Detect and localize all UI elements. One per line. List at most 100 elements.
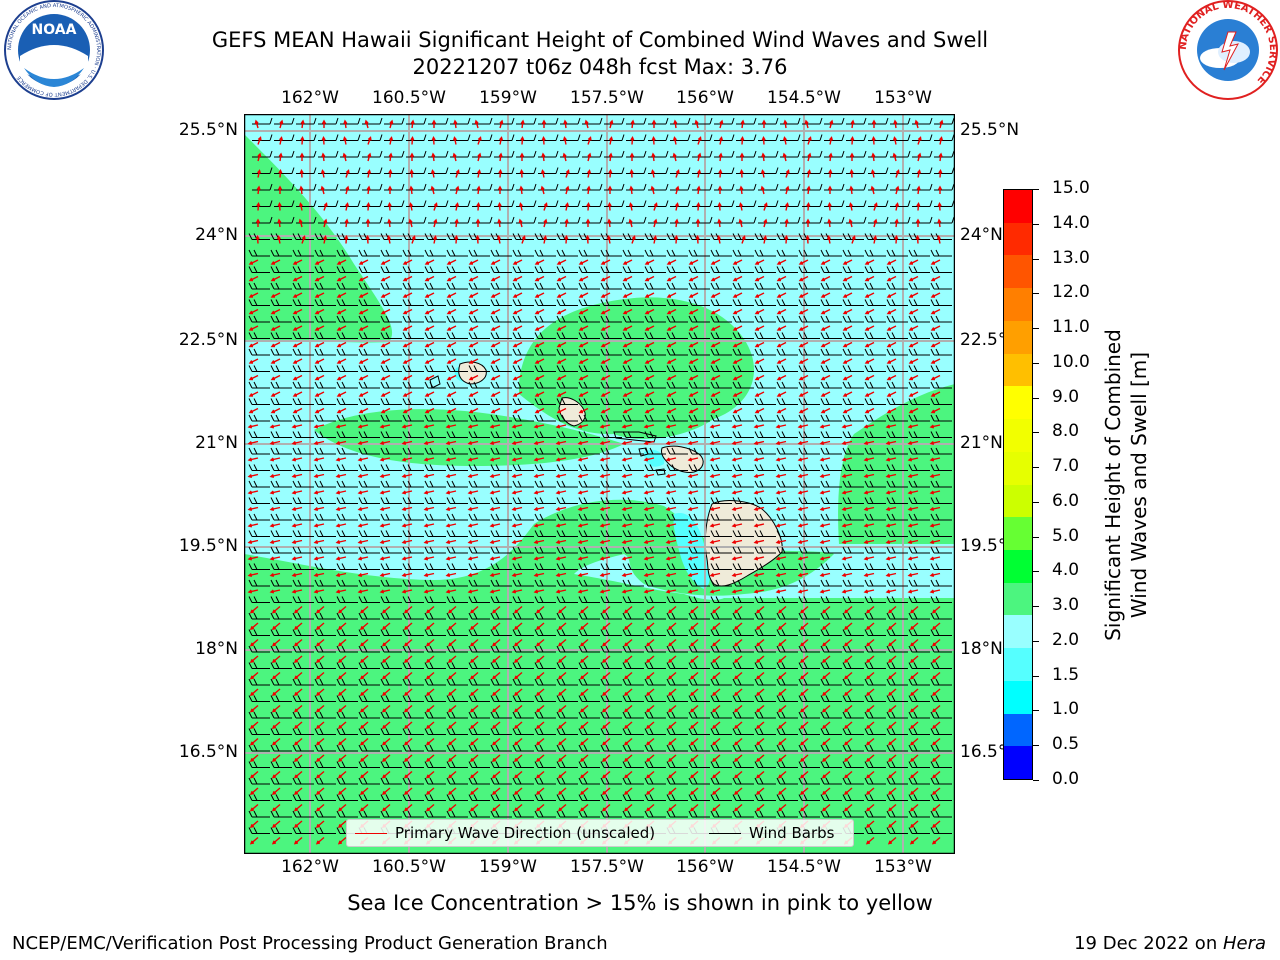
wind-barb xyxy=(490,662,512,669)
wave-direction-arrow xyxy=(601,605,611,614)
wave-direction-arrow xyxy=(292,275,303,282)
wind-barb xyxy=(516,150,537,158)
wind-barb xyxy=(512,678,534,686)
wind-barb xyxy=(340,167,361,174)
wave-direction-arrow xyxy=(753,473,765,479)
wave-direction-arrow xyxy=(540,169,545,178)
wind-barb xyxy=(428,183,449,191)
wave-direction-arrow xyxy=(717,202,722,211)
wind-barb xyxy=(560,183,581,191)
wave-direction-arrow xyxy=(254,119,259,129)
wave-direction-arrow xyxy=(687,556,699,561)
wind-barb xyxy=(384,216,405,224)
wave-direction-arrow xyxy=(819,457,831,462)
wave-direction-arrow xyxy=(293,671,303,680)
wave-direction-arrow xyxy=(380,341,391,348)
wind-barb xyxy=(578,497,600,504)
wave-direction-arrow xyxy=(887,622,897,630)
wind-barb xyxy=(380,249,402,257)
wave-direction-arrow xyxy=(799,688,809,696)
wave-direction-arrow xyxy=(511,523,523,528)
wave-direction-arrow xyxy=(335,490,347,495)
wave-direction-arrow xyxy=(425,737,435,746)
wind-barb xyxy=(314,579,336,587)
wind-barb xyxy=(930,513,952,521)
wave-direction-arrow xyxy=(565,169,570,178)
wind-barb xyxy=(886,810,908,818)
wave-direction-arrow xyxy=(777,754,787,762)
wave-direction-arrow xyxy=(257,169,262,178)
wave-direction-arrow xyxy=(938,152,943,162)
wave-direction-layer xyxy=(247,119,944,845)
wind-barb xyxy=(864,810,886,818)
wind-barb xyxy=(534,249,556,257)
wave-direction-arrow xyxy=(269,490,281,495)
wind-barb xyxy=(820,299,842,306)
wave-direction-arrow xyxy=(313,506,325,512)
wave-direction-arrow xyxy=(247,424,259,429)
wind-barb xyxy=(270,398,292,405)
wave-direction-arrow xyxy=(577,556,589,561)
wave-direction-arrow xyxy=(601,655,611,663)
wind-barb xyxy=(622,513,644,521)
wind-barb xyxy=(886,629,908,636)
wind-barb xyxy=(688,365,710,372)
wave-direction-arrow xyxy=(337,836,347,845)
wind-barb xyxy=(556,546,578,554)
wave-direction-arrow xyxy=(621,523,633,528)
wind-barb xyxy=(424,678,446,686)
wave-direction-arrow xyxy=(380,308,391,315)
wave-direction-arrow xyxy=(300,136,305,145)
wave-direction-arrow xyxy=(270,308,281,315)
wind-barb xyxy=(248,645,270,653)
wave-direction-arrow xyxy=(623,605,633,614)
wind-barb xyxy=(248,563,270,570)
wind-barb xyxy=(626,117,647,125)
wind-barb xyxy=(270,249,292,257)
wave-direction-arrow xyxy=(535,605,545,614)
wind-barb xyxy=(666,761,688,768)
wave-direction-arrow xyxy=(688,275,699,282)
wind-barb xyxy=(248,431,270,438)
wave-direction-arrow xyxy=(543,202,548,211)
wind-barb xyxy=(604,183,625,191)
wind-barb xyxy=(626,216,647,224)
wind-barb xyxy=(490,711,512,719)
wave-direction-arrow xyxy=(423,572,435,578)
wind-barb xyxy=(362,167,383,174)
wind-barb xyxy=(824,183,845,191)
wind-barb xyxy=(842,695,864,702)
wave-direction-arrow xyxy=(689,737,699,746)
wind-barb xyxy=(314,777,336,785)
wind-barb xyxy=(820,414,842,422)
wind-barb xyxy=(380,332,402,339)
wind-barb xyxy=(710,777,732,785)
wind-barb xyxy=(446,678,468,686)
wind-barb xyxy=(296,183,317,191)
wave-direction-arrow xyxy=(247,572,259,578)
wind-barb xyxy=(732,299,754,306)
wind-barb xyxy=(732,612,754,620)
wave-direction-arrow xyxy=(841,539,853,545)
wave-direction-arrow xyxy=(807,169,812,178)
wind-barb xyxy=(644,414,666,422)
wind-barb xyxy=(468,596,490,603)
wind-barb xyxy=(622,447,644,455)
wave-direction-arrow xyxy=(755,721,765,729)
wind-barb xyxy=(670,167,691,174)
wind-barb xyxy=(820,464,842,471)
wave-direction-arrow xyxy=(688,407,699,414)
wave-direction-arrow xyxy=(666,358,677,364)
wave-direction-arrow xyxy=(820,325,831,331)
wave-direction-arrow xyxy=(820,341,831,348)
wave-direction-arrow xyxy=(805,235,810,244)
wave-direction-arrow xyxy=(446,341,457,348)
wind-barb xyxy=(934,117,955,125)
wave-direction-arrow xyxy=(863,440,875,446)
wave-direction-arrow xyxy=(278,169,283,178)
wind-barb xyxy=(578,678,600,686)
wind-barb xyxy=(512,249,534,257)
wave-direction-arrow xyxy=(666,292,677,298)
wind-barb xyxy=(468,282,490,290)
wind-barb xyxy=(842,513,864,521)
